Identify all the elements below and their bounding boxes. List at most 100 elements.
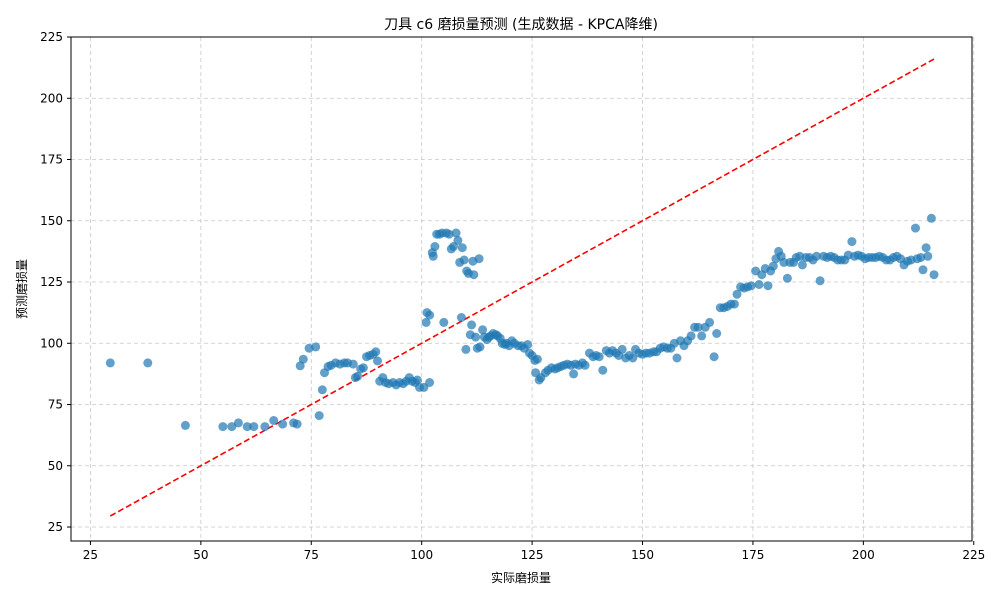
data-point — [921, 243, 931, 253]
data-point — [474, 254, 484, 264]
data-point — [260, 422, 270, 432]
data-point — [249, 422, 259, 432]
y-tick-label: 100 — [40, 336, 63, 350]
y-tick-label: 225 — [40, 30, 63, 44]
x-tick-label: 150 — [631, 548, 654, 562]
x-tick-label: 175 — [741, 548, 764, 562]
data-point — [444, 229, 454, 239]
data-point — [358, 363, 368, 373]
data-point — [709, 352, 719, 362]
y-tick-label: 75 — [48, 398, 63, 412]
data-point — [478, 325, 488, 335]
y-tick-label: 150 — [40, 214, 63, 228]
data-point — [298, 354, 308, 364]
x-tick-label: 225 — [962, 548, 985, 562]
data-point — [628, 353, 638, 363]
data-point — [467, 320, 477, 330]
data-point — [598, 365, 608, 375]
data-point — [475, 342, 485, 352]
data-point — [105, 358, 115, 368]
data-point — [180, 420, 190, 430]
points-layer — [105, 213, 939, 432]
y-tick-label: 175 — [40, 153, 63, 167]
data-point — [686, 331, 696, 341]
data-point — [815, 276, 825, 286]
data-point — [227, 422, 237, 432]
data-point — [292, 419, 302, 429]
data-point — [697, 331, 707, 341]
data-point — [373, 356, 382, 366]
y-axis-label: 预测磨损量 — [15, 259, 29, 319]
data-point — [532, 354, 542, 364]
ticks: 25 50 75 100 125 150 175 200 225 25 50 75 100 125 150 1… — [40, 30, 985, 562]
data-point — [768, 261, 778, 271]
data-point — [412, 375, 422, 385]
x-tick-label: 75 — [304, 548, 319, 562]
data-point — [233, 418, 243, 428]
data-point — [569, 369, 579, 379]
chart-title: 刀具 c6 磨损量预测 (生成数据 - KPCA降维) — [384, 17, 658, 33]
data-point — [459, 255, 469, 265]
data-point — [348, 359, 358, 369]
x-axis-label: 实际磨损量 — [491, 570, 551, 585]
plot-frame — [70, 36, 973, 542]
data-point — [746, 281, 756, 291]
data-point — [797, 260, 807, 270]
x-tick-label: 25 — [83, 548, 98, 562]
data-point — [732, 289, 742, 299]
data-point — [143, 358, 153, 368]
data-point — [428, 251, 438, 261]
data-point — [782, 273, 792, 283]
data-point — [763, 281, 773, 291]
data-point — [911, 223, 920, 233]
data-point — [471, 332, 481, 342]
data-point — [672, 353, 682, 363]
data-point — [353, 371, 363, 381]
data-point — [456, 313, 466, 322]
data-point — [729, 299, 739, 309]
data-point — [371, 347, 381, 357]
data-point — [847, 237, 857, 247]
data-point — [242, 422, 252, 432]
reference-line — [109, 58, 935, 517]
data-point — [812, 251, 821, 261]
data-point — [421, 317, 431, 327]
data-point — [918, 265, 928, 275]
x-tick-label: 200 — [852, 548, 875, 562]
data-point — [453, 235, 463, 245]
data-point — [439, 317, 449, 327]
x-tick-label: 50 — [193, 548, 208, 562]
data-point — [430, 242, 440, 251]
data-point — [461, 344, 471, 354]
data-point — [594, 352, 604, 362]
data-point — [754, 280, 764, 289]
data-point — [580, 360, 590, 370]
y-tick-label: 125 — [40, 275, 63, 289]
data-point — [218, 422, 228, 432]
data-point — [469, 270, 479, 280]
data-point — [916, 253, 926, 262]
data-point — [425, 378, 435, 387]
data-point — [451, 228, 461, 238]
reference-line-layer — [109, 58, 935, 517]
data-point — [712, 329, 722, 338]
data-point — [425, 310, 435, 320]
y-tick-label: 50 — [48, 459, 63, 473]
data-point — [926, 213, 936, 223]
data-point — [278, 419, 288, 429]
x-tick-label: 125 — [521, 548, 544, 562]
data-point — [314, 411, 324, 421]
x-tick-label: 100 — [410, 548, 433, 562]
data-point — [929, 270, 939, 280]
data-point — [269, 416, 279, 425]
data-point — [923, 251, 933, 261]
data-point — [457, 243, 467, 253]
data-point — [317, 385, 327, 395]
data-point — [523, 340, 533, 349]
data-point — [693, 322, 703, 332]
y-tick-label: 200 — [40, 91, 63, 105]
data-point — [705, 317, 715, 327]
grid — [71, 36, 975, 541]
